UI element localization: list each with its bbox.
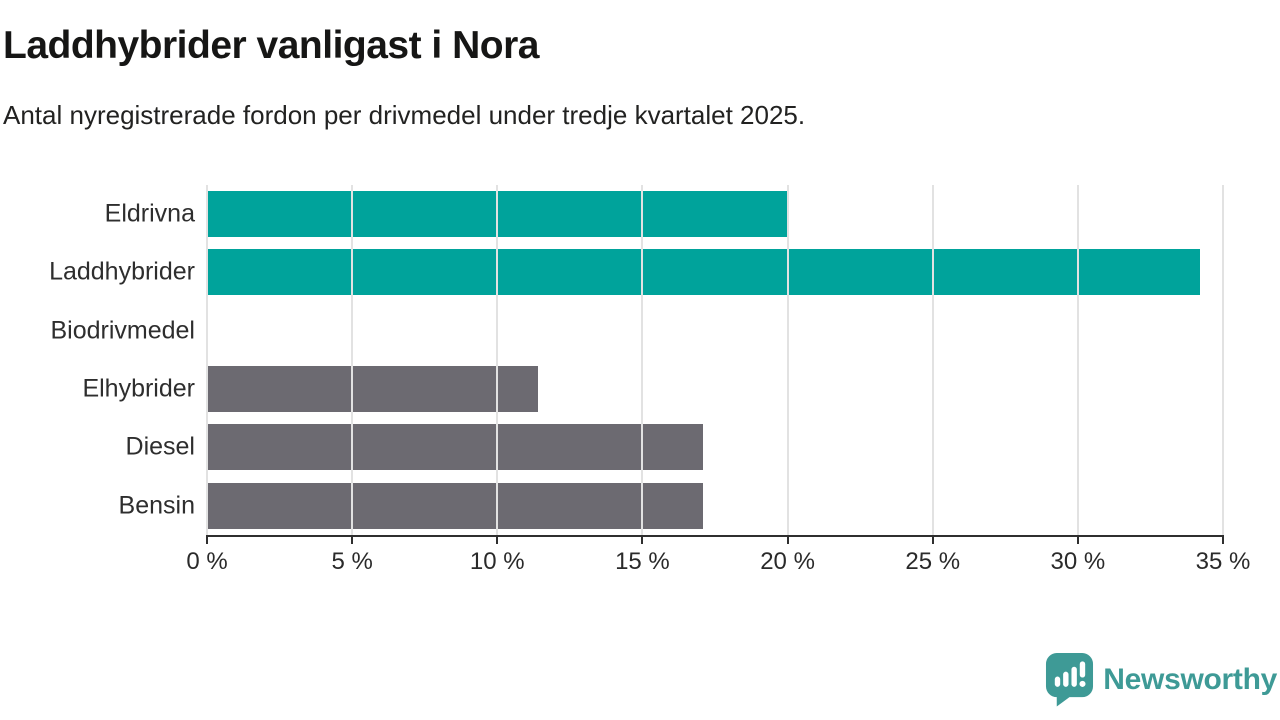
chart-header: Laddhybrider vanligast i Nora Antal nyre… xyxy=(0,0,1280,131)
newsworthy-logo-icon xyxy=(1046,653,1094,707)
category-label: Laddhybrider xyxy=(49,257,195,286)
x-axis-tick-label: 30 % xyxy=(1050,548,1106,575)
gridline xyxy=(641,185,644,535)
category-label: Elhybrider xyxy=(82,374,195,403)
gridline xyxy=(1076,185,1079,535)
category-label: Diesel xyxy=(125,432,195,461)
bar xyxy=(207,366,538,413)
x-axis-tick-label: 10 % xyxy=(469,548,525,575)
bar-row-eldrivna: Eldrivna xyxy=(105,185,1223,243)
chart-subtitle: Antal nyregistrerade fordon per drivmede… xyxy=(3,100,806,130)
x-axis-tick-label: 20 % xyxy=(760,548,815,575)
bar-row-diesel: Diesel xyxy=(126,418,1223,476)
gridline xyxy=(1222,185,1224,535)
category-label: Eldrivna xyxy=(104,199,195,228)
x-axis-tick-label: 0 % xyxy=(186,548,228,575)
bar xyxy=(207,249,1200,296)
brand-name: Newsworthy xyxy=(1103,662,1277,696)
x-axis-tick xyxy=(931,535,934,544)
x-axis-tick xyxy=(351,535,354,544)
category-label: Bensin xyxy=(118,491,195,520)
bar-chart-plot-area: Eldrivna Laddhybrider Biodrivmedel Elhybrid… xyxy=(49,185,1250,575)
x-axis-tick xyxy=(206,535,208,544)
gridline xyxy=(206,185,208,535)
x-axis-tick xyxy=(496,535,499,544)
x-axis-tick-label: 5 % xyxy=(331,548,373,575)
gridline xyxy=(351,185,354,535)
bar-row-elhybrider: Elhybrider xyxy=(82,360,1223,418)
x-axis-tick xyxy=(786,535,789,544)
chart-title: Laddhybrider vanligast i Nora xyxy=(3,24,539,67)
bar xyxy=(207,482,704,529)
bar-row-laddhybrider: Laddhybrider xyxy=(49,243,1223,301)
x-axis-tick xyxy=(1076,535,1079,544)
x-axis-tick xyxy=(641,535,644,544)
x-axis-tick-label: 25 % xyxy=(905,548,961,575)
brand-footer: Newsworthy xyxy=(1045,652,1277,707)
gridline xyxy=(931,185,934,535)
category-label: Biodrivmedel xyxy=(50,316,195,345)
bar-row-bensin: Bensin xyxy=(119,477,1223,535)
gridline xyxy=(786,185,789,535)
x-axis-tick-label: 15 % xyxy=(615,548,670,575)
bar-chart-rows: Eldrivna Laddhybrider Biodrivmedel Elhybrid… xyxy=(49,185,1223,535)
bar-row-biodrivmedel: Biodrivmedel xyxy=(50,302,1223,360)
x-axis-tick-label: 35 % xyxy=(1195,548,1251,575)
bar xyxy=(207,424,704,471)
gridline xyxy=(496,185,499,535)
x-axis-tick xyxy=(1222,535,1224,544)
